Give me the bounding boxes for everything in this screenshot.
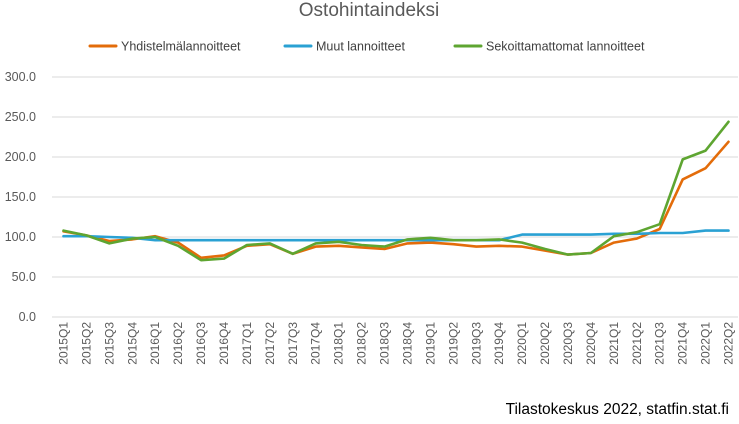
x-tick-label: 2015Q1 bbox=[56, 322, 70, 365]
gridlines bbox=[52, 76, 738, 318]
x-tick-label: 2020Q3 bbox=[561, 322, 575, 365]
y-tick-label: 150.0 bbox=[5, 190, 36, 204]
x-tick-label: 2018Q3 bbox=[378, 322, 392, 365]
x-tick-label: 2016Q4 bbox=[217, 322, 231, 365]
x-tick-label: 2019Q1 bbox=[423, 322, 437, 365]
x-tick-label: 2021Q4 bbox=[676, 322, 690, 365]
x-tick-label: 2020Q4 bbox=[584, 322, 598, 365]
source-credit: Tilastokeskus 2022, statfin.stat.fi bbox=[506, 401, 729, 418]
x-tick-label: 2021Q1 bbox=[607, 322, 621, 365]
x-axis: 2015Q1 2015Q2 2015Q3 2015Q4 2016Q1 2016Q2 2016… bbox=[56, 322, 735, 365]
legend: Yhdistelmälannoitteet Muut lannoitteet Sek… bbox=[88, 40, 645, 54]
legend-label-2: Muut lannoitteet bbox=[316, 40, 405, 54]
x-tick-label: 2017Q1 bbox=[240, 322, 254, 365]
chart-title: Ostohintaindeksi bbox=[299, 0, 439, 21]
series-line-2 bbox=[62, 229, 730, 242]
x-tick-label: 2019Q4 bbox=[492, 322, 506, 365]
legend-label-3: Sekoittamattomat lannoitteet bbox=[486, 40, 645, 54]
x-tick-label: 2020Q2 bbox=[538, 322, 552, 365]
x-tick-label: 2022Q1 bbox=[699, 322, 713, 365]
y-tick-label: 200.0 bbox=[5, 150, 36, 164]
y-tick-label: 50.0 bbox=[12, 270, 36, 284]
x-tick-label: 2019Q3 bbox=[469, 322, 483, 365]
x-tick-label: 2017Q4 bbox=[309, 322, 323, 365]
y-tick-label: 250.0 bbox=[5, 110, 36, 124]
x-tick-label: 2015Q3 bbox=[102, 322, 116, 365]
y-axis: 0.0 50.0 100.0 150.0 200.0 250.0 300.0 bbox=[5, 70, 36, 324]
y-tick-label: 300.0 bbox=[5, 70, 36, 84]
x-tick-label: 2018Q1 bbox=[332, 322, 346, 365]
x-tick-label: 2021Q3 bbox=[653, 322, 667, 365]
x-tick-label: 2016Q2 bbox=[171, 322, 185, 365]
x-tick-label: 2020Q1 bbox=[515, 322, 529, 365]
x-tick-label: 2017Q3 bbox=[286, 322, 300, 365]
series-lines bbox=[62, 120, 730, 262]
y-tick-label: 100.0 bbox=[5, 230, 36, 244]
x-tick-label: 2015Q4 bbox=[125, 322, 139, 365]
legend-label-1: Yhdistelmälannoitteet bbox=[121, 40, 241, 54]
x-tick-label: 2022Q2 bbox=[722, 322, 736, 365]
x-tick-label: 2017Q2 bbox=[263, 322, 277, 365]
series-line-3 bbox=[62, 120, 730, 262]
x-tick-label: 2018Q4 bbox=[400, 322, 414, 365]
y-tick-label: 0.0 bbox=[19, 310, 36, 324]
x-tick-label: 2018Q2 bbox=[355, 322, 369, 365]
x-tick-label: 2015Q2 bbox=[79, 322, 93, 365]
x-tick-label: 2021Q2 bbox=[630, 322, 644, 365]
x-tick-label: 2019Q2 bbox=[446, 322, 460, 365]
x-tick-label: 2016Q1 bbox=[148, 322, 162, 365]
series-line-1 bbox=[62, 140, 730, 260]
x-tick-label: 2016Q3 bbox=[194, 322, 208, 365]
